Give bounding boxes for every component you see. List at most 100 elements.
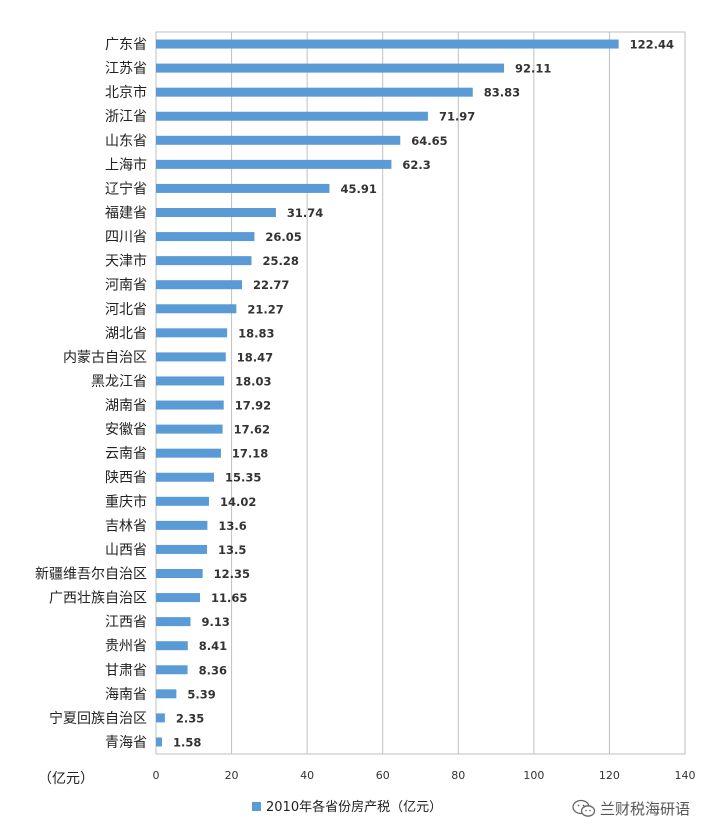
bar <box>156 135 401 145</box>
bar <box>156 352 226 362</box>
category-label: 新疆维吾尔自治区 <box>35 567 147 583</box>
value-label: 122.44 <box>630 38 674 52</box>
value-label: 31.74 <box>287 206 323 220</box>
value-label: 15.35 <box>225 471 261 485</box>
x-tick-labels: 0 20 40 60 80 100 120 140 <box>153 769 696 782</box>
bar <box>156 400 224 410</box>
category-label: 北京市 <box>105 84 147 101</box>
bar <box>156 63 505 73</box>
bar <box>156 496 209 506</box>
bar <box>156 448 221 458</box>
value-label: 18.83 <box>238 326 274 340</box>
wechat-icon <box>572 799 596 817</box>
category-label: 湖北省 <box>105 326 147 342</box>
x-tick-label: 0 <box>153 769 160 782</box>
value-label: 12.35 <box>214 567 250 581</box>
bar <box>156 159 392 169</box>
bar <box>156 304 237 314</box>
x-tick-label: 100 <box>523 769 544 782</box>
value-label: 8.41 <box>199 639 227 653</box>
value-label: 13.5 <box>218 543 246 557</box>
category-label: 黑龙江省 <box>91 374 147 390</box>
bar <box>156 424 223 434</box>
category-label: 浙江省 <box>105 109 147 125</box>
category-label: 江苏省 <box>105 61 147 77</box>
category-label: 青海省 <box>105 735 147 751</box>
category-label: 甘肃省 <box>105 663 147 679</box>
bar <box>156 737 162 747</box>
category-label: 辽宁省 <box>105 180 147 197</box>
bars <box>156 39 619 747</box>
value-label: 17.62 <box>234 423 270 437</box>
value-label: 22.77 <box>253 278 289 292</box>
value-label: 13.6 <box>218 519 246 533</box>
category-label: 山西省 <box>105 542 147 558</box>
value-label: 14.02 <box>220 495 256 509</box>
category-label: 山东省 <box>105 133 147 149</box>
value-label: 18.03 <box>235 374 271 388</box>
category-label: 陕西省 <box>105 470 147 486</box>
x-unit-label: （亿元） <box>38 771 94 787</box>
category-label: 江西省 <box>105 615 147 631</box>
x-tick-label: 40 <box>300 769 314 782</box>
value-label: 5.39 <box>187 687 215 701</box>
category-label: 内蒙古自治区 <box>63 350 147 366</box>
value-label: 92.11 <box>515 62 551 76</box>
value-label: 21.27 <box>247 302 283 316</box>
bar <box>156 665 188 675</box>
bar <box>156 280 243 290</box>
x-tick-label: 20 <box>225 769 239 782</box>
category-label: 四川省 <box>105 230 147 246</box>
legend: 2010年各省份房产税（亿元） <box>252 799 442 815</box>
x-tick-label: 120 <box>599 769 620 782</box>
category-label: 广东省 <box>105 37 147 53</box>
category-label: 上海市 <box>105 156 147 173</box>
bar <box>156 111 428 121</box>
category-labels: 广东省江苏省北京市浙江省山东省上海市辽宁省福建省四川省天津市河南省河北省湖北省内… <box>35 37 147 751</box>
bar <box>156 232 255 242</box>
plot-area-frame <box>155 31 686 755</box>
x-tick-label: 60 <box>376 769 390 782</box>
bar <box>156 641 188 651</box>
category-label: 湖南省 <box>105 398 147 414</box>
value-label: 9.13 <box>201 615 229 629</box>
value-label: 17.18 <box>232 447 268 461</box>
value-label: 62.3 <box>402 158 430 172</box>
bar <box>156 544 208 554</box>
value-label: 1.58 <box>173 735 201 749</box>
category-label: 天津市 <box>105 253 147 270</box>
category-label: 广西壮族自治区 <box>49 591 147 607</box>
bar <box>156 87 473 97</box>
bar <box>156 713 165 723</box>
bar <box>156 617 191 627</box>
bar <box>156 183 330 193</box>
watermark-text: 兰财税海研语 <box>599 800 690 818</box>
x-tick-label: 140 <box>675 769 696 782</box>
category-label: 贵州省 <box>105 639 147 655</box>
bar <box>156 208 276 217</box>
value-label: 18.47 <box>237 350 273 364</box>
category-label: 宁夏回族自治区 <box>49 710 147 727</box>
category-label: 河北省 <box>105 302 147 318</box>
category-label: 海南省 <box>105 687 147 703</box>
value-label: 26.05 <box>265 230 301 244</box>
bar <box>156 376 225 386</box>
value-label: 64.65 <box>411 134 447 148</box>
value-label: 83.83 <box>484 86 520 100</box>
bar <box>156 689 177 699</box>
bar <box>156 593 201 603</box>
category-label: 福建省 <box>105 206 147 222</box>
category-label: 吉林省 <box>105 518 147 534</box>
value-label: 45.91 <box>340 182 376 196</box>
category-label: 云南省 <box>105 446 147 462</box>
category-label: 安徽省 <box>105 422 147 438</box>
legend-swatch <box>252 802 261 811</box>
legend-label: 2010年各省份房产税（亿元） <box>266 799 442 815</box>
value-label: 17.92 <box>235 399 271 413</box>
gridlines <box>231 32 610 754</box>
value-label: 11.65 <box>211 591 247 605</box>
value-label: 71.97 <box>439 110 475 124</box>
bar <box>156 569 203 578</box>
bar <box>156 328 228 338</box>
